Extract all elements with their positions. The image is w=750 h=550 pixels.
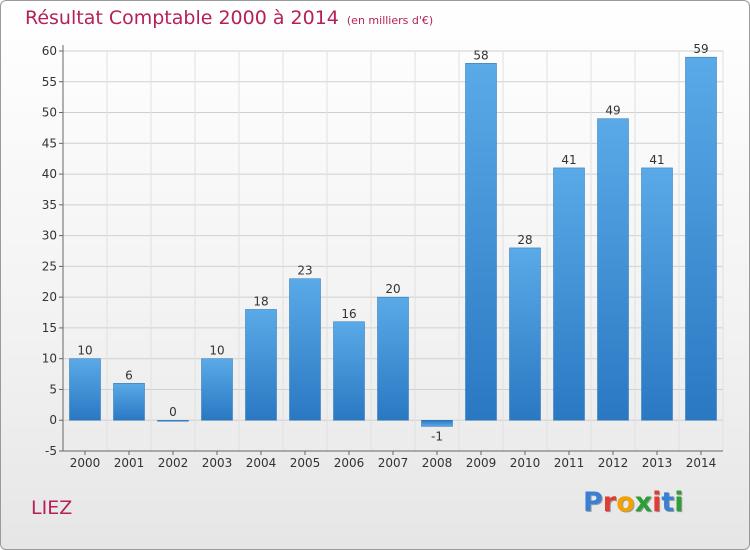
y-tick-label: 20 (42, 290, 57, 304)
y-tick-label: 35 (42, 198, 57, 212)
bar-value-label: 16 (341, 307, 356, 321)
bar-value-label: 20 (385, 282, 400, 296)
bar (641, 167, 673, 421)
x-tick-label: 2011 (554, 456, 585, 470)
x-tick-label: 2009 (466, 456, 497, 470)
label-layer: 10 2000 6 2001 0 2002 10 2003 18 2004 23 2005 16 2006… (70, 42, 717, 470)
x-tick-label: 2002 (158, 456, 189, 470)
bar (421, 419, 453, 427)
y-tick-label: 45 (42, 136, 57, 150)
x-tick-label: 2007 (378, 456, 409, 470)
x-tick-label: 2003 (202, 456, 233, 470)
logo-letter: x (634, 487, 653, 518)
y-tick-label: 10 (42, 352, 57, 366)
y-tick-label: 25 (42, 259, 57, 273)
x-tick-label: 2012 (598, 456, 629, 470)
bar-layer (69, 56, 717, 427)
bar (289, 278, 321, 421)
bar-value-label: 28 (517, 233, 532, 247)
logo-letter: t (661, 487, 675, 518)
bar-value-label: 49 (605, 104, 620, 118)
logo-letter: i (652, 487, 662, 518)
y-tick-label: 55 (42, 75, 57, 89)
bar-value-label: 0 (169, 405, 177, 419)
bar (201, 358, 233, 421)
x-tick-label: 2010 (510, 456, 541, 470)
bar (333, 321, 365, 421)
bar (113, 383, 145, 421)
bar-value-label: 10 (209, 344, 224, 358)
x-tick-label: 2004 (246, 456, 277, 470)
x-tick-label: 2005 (290, 456, 321, 470)
bar (245, 309, 277, 421)
y-tick-label: -5 (45, 444, 57, 458)
x-tick-label: 2001 (114, 456, 145, 470)
bar-value-label: -1 (431, 429, 443, 443)
bar (597, 118, 629, 421)
x-tick-label: 2014 (686, 456, 717, 470)
x-tick-label: 2008 (422, 456, 453, 470)
x-tick-label: 2013 (642, 456, 673, 470)
bar-value-label: 18 (253, 294, 268, 308)
bar-value-label: 10 (77, 344, 92, 358)
bar (69, 358, 101, 421)
chart-title-text: Résultat Comptable 2000 à 2014 (25, 7, 339, 29)
logo-letter: o (616, 487, 635, 518)
y-tick-label: 40 (42, 167, 57, 181)
logo-letter: r (602, 487, 617, 518)
logo-letter: i (674, 487, 684, 518)
bar-value-label: 59 (693, 42, 708, 56)
bar (685, 56, 717, 421)
bar-value-label: 23 (297, 264, 312, 278)
y-tick-label: 0 (49, 413, 57, 427)
bar (465, 63, 497, 421)
bar (509, 247, 541, 421)
y-tick-label: 5 (49, 382, 57, 396)
bar-value-label: 41 (649, 153, 664, 167)
y-tick-label: 60 (42, 44, 57, 58)
y-tick-label: 50 (42, 106, 57, 120)
bar-value-label: 6 (125, 368, 133, 382)
town-name: LIEZ (31, 497, 73, 519)
chart-unit-text: (en milliers d'€) (346, 14, 434, 27)
y-tick-label: 15 (42, 321, 57, 335)
bar (553, 167, 585, 421)
bar-value-label: 58 (473, 48, 488, 62)
x-tick-label: 2000 (70, 456, 101, 470)
bar (157, 419, 189, 422)
x-tick-label: 2006 (334, 456, 365, 470)
bar-value-label: 41 (561, 153, 576, 167)
proxiti-logo: Proxiti (583, 487, 684, 518)
logo-letter: P (583, 487, 603, 518)
bar (377, 296, 409, 421)
chart-title: Résultat Comptable 2000 à 2014 (en millie… (25, 7, 433, 29)
y-tick-label: 30 (42, 229, 57, 243)
